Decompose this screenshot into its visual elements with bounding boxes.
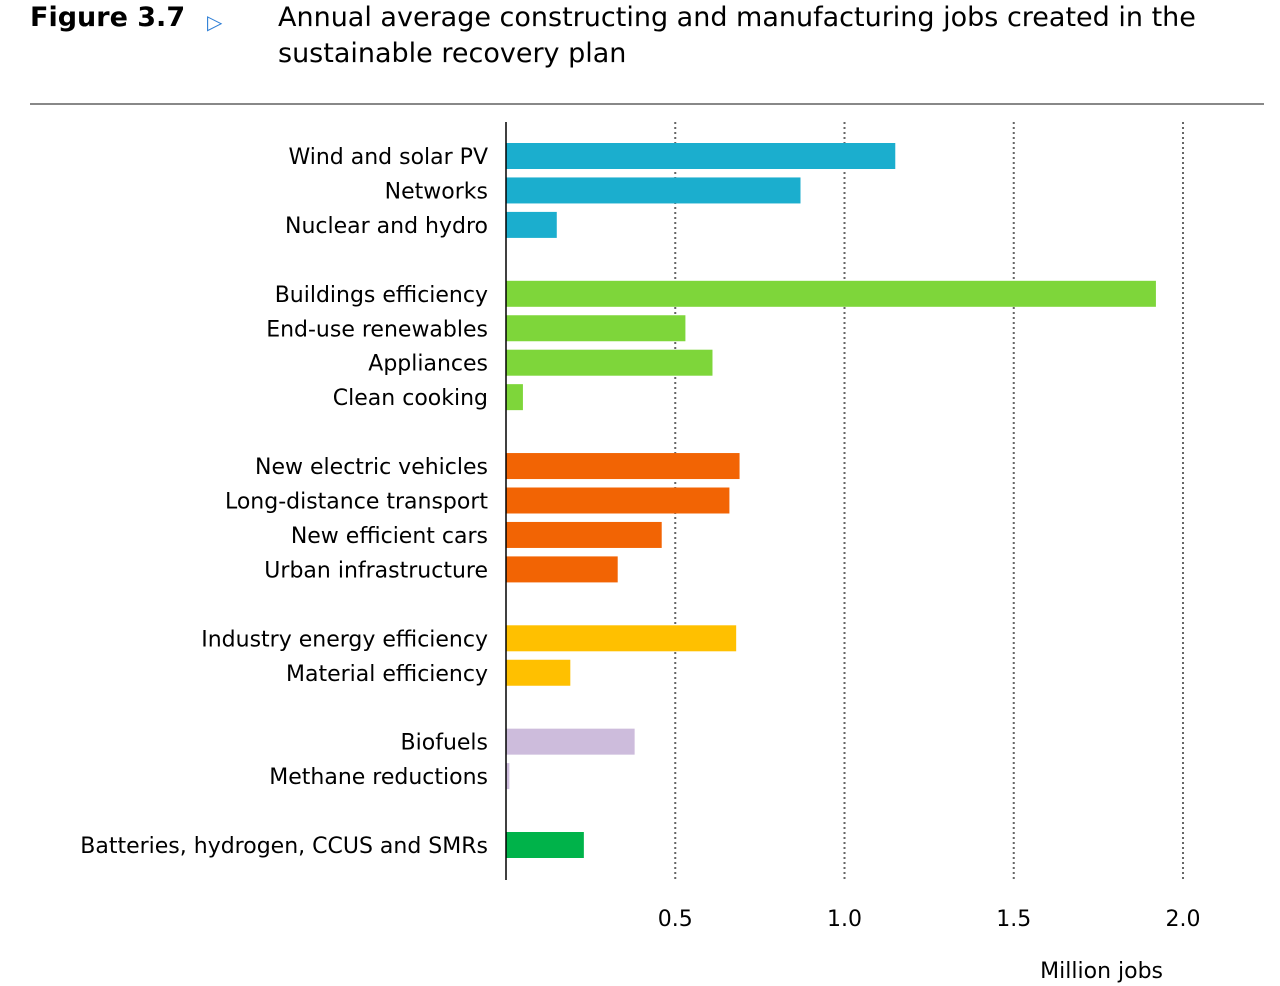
category-label: Long-distance transport [225,490,488,515]
title-divider [30,103,1264,105]
bar [506,763,510,790]
bar [506,315,686,342]
category-label: Nuclear and hydro [285,214,488,239]
category-label: Methane reductions [269,765,488,790]
category-label: Wind and solar PV [288,145,488,170]
bar [506,728,635,755]
category-label: End-use renewables [266,317,488,342]
bar [506,487,730,514]
category-label: Material efficiency [286,662,488,687]
category-label: New efficient cars [291,524,488,549]
bar [506,384,523,411]
bar [506,521,662,548]
category-label: Networks [385,179,488,204]
category-label: Urban infrastructure [264,558,488,583]
bar [506,832,584,858]
bar [506,453,740,480]
bar [506,280,1156,307]
category-label: Buildings efficiency [275,283,488,308]
chart-title: Annual average constructing and manufact… [278,2,1196,69]
x-axis-label: Million jobs [1040,959,1163,984]
bar [506,659,571,686]
figure-label: Figure 3.7 [30,2,186,33]
category-label: Clean cooking [333,386,488,411]
bar [506,625,737,652]
category-label: New electric vehicles [255,455,488,480]
x-tick-label: 2.0 [1166,907,1201,932]
x-tick-label: 0.5 [658,907,693,932]
bar [506,556,618,583]
category-label: Batteries, hydrogen, CCUS and SMRs [80,834,488,859]
bar [506,143,896,169]
bar [506,349,713,376]
x-tick-label: 1.0 [827,907,862,932]
bar [506,211,557,238]
category-label: Biofuels [401,731,488,756]
x-tick-label: 1.5 [996,907,1031,932]
category-label: Appliances [368,352,488,377]
bar [506,177,801,204]
triangle-right-icon[interactable]: ▷ [207,10,223,34]
category-label: Industry energy efficiency [201,627,488,652]
